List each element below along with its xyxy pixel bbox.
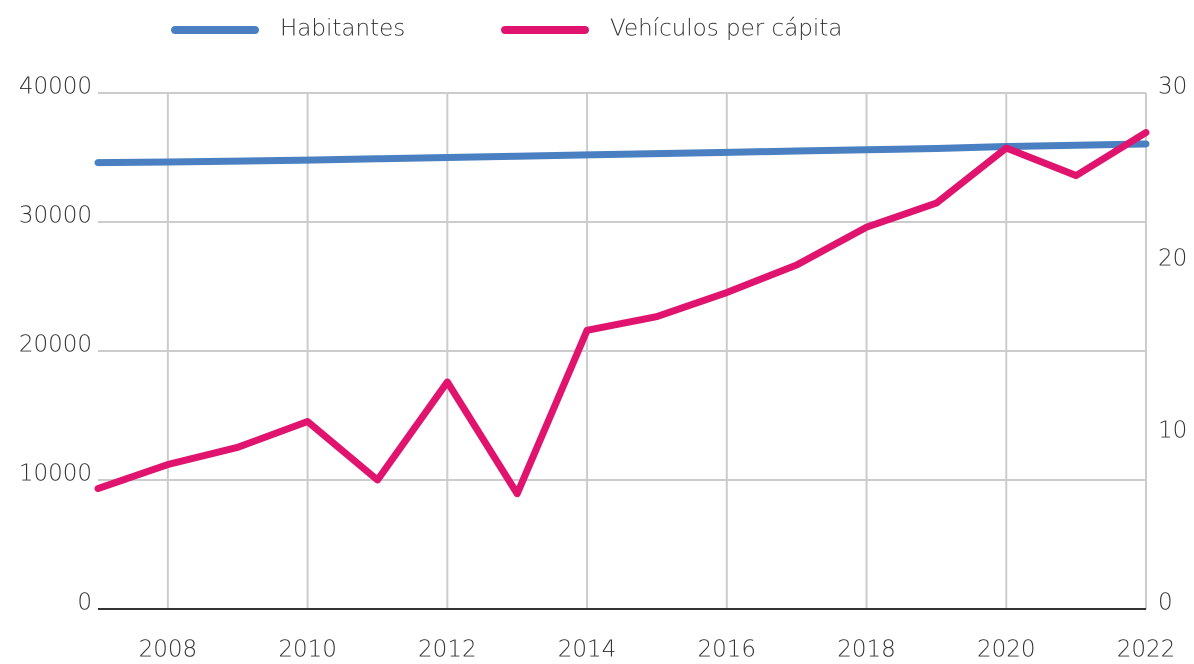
x-tick-label: 2020 bbox=[977, 637, 1036, 663]
x-tick-label: 2010 bbox=[278, 637, 337, 663]
y-tick-label: 0 bbox=[77, 590, 92, 616]
y-tick-label: 30000 bbox=[19, 203, 92, 229]
y2-tick-label: 10 bbox=[1158, 418, 1187, 444]
y-tick-label: 20000 bbox=[19, 332, 92, 358]
y2-tick-label: 30 bbox=[1158, 74, 1187, 100]
y-tick-label: 40000 bbox=[19, 74, 92, 100]
y2-tick-label: 20 bbox=[1158, 246, 1187, 272]
legend-label: Vehículos per cápita bbox=[610, 16, 842, 42]
y2-tick-label: 0 bbox=[1158, 590, 1173, 616]
x-tick-label: 2022 bbox=[1117, 637, 1176, 663]
x-tick-label: 2016 bbox=[698, 637, 757, 663]
line bbox=[94, 140, 1150, 167]
x-tick-label: 2012 bbox=[418, 637, 477, 663]
x-tick-label: 2018 bbox=[837, 637, 896, 663]
legend-label: Habitantes bbox=[280, 16, 405, 42]
y-tick-label: 10000 bbox=[19, 461, 92, 487]
x-tick-label: 2014 bbox=[558, 637, 617, 663]
line bbox=[94, 129, 1150, 498]
x-tick-label: 2008 bbox=[139, 637, 198, 663]
